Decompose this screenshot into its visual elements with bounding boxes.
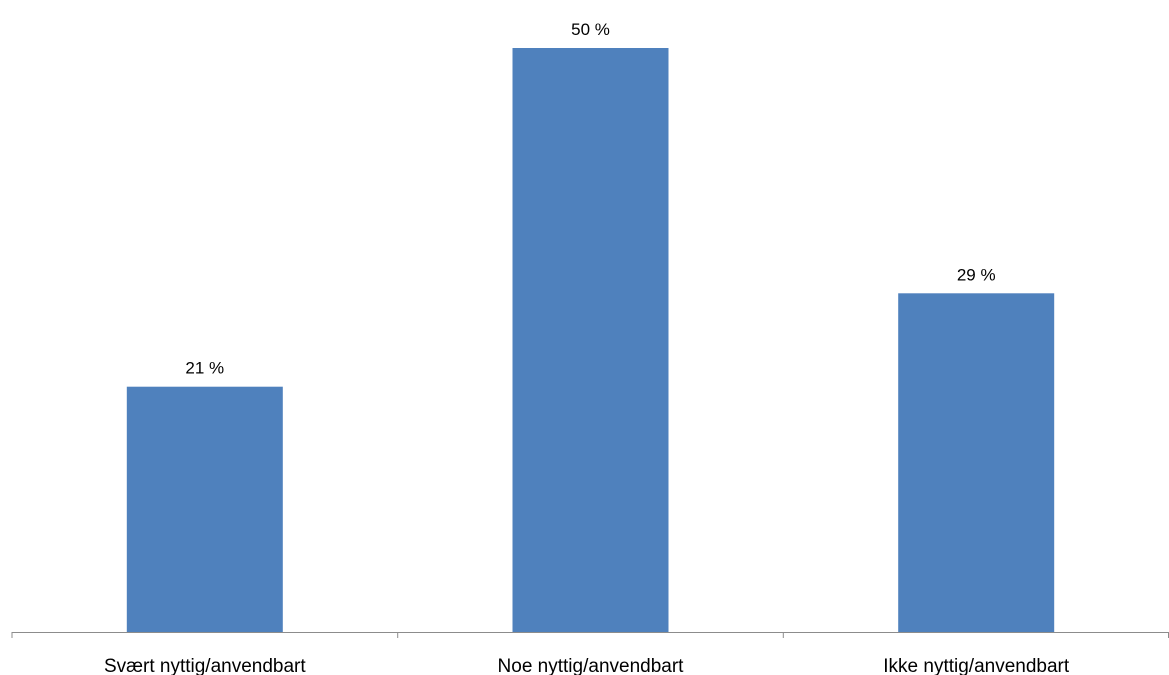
category-label-2: Noe nyttig/anvendbart [498,656,685,675]
category-label-1: Svært nyttig/anvendbart [104,656,306,675]
bars-layer [126,48,1055,632]
category-label-3: Ikke nyttig/anvendbart [883,656,1070,675]
data-label-1: 21 % [185,359,224,378]
data-labels-layer: 21 % 50 % 29 % [185,20,995,378]
data-label-3: 29 % [957,265,996,284]
bar-3 [898,293,1055,632]
bar-2 [512,48,669,632]
x-axis: Svært nyttig/anvendbart Noe nyttig/anvend… [11,632,1169,675]
bar-1 [126,386,283,632]
data-label-2: 50 % [571,20,610,39]
